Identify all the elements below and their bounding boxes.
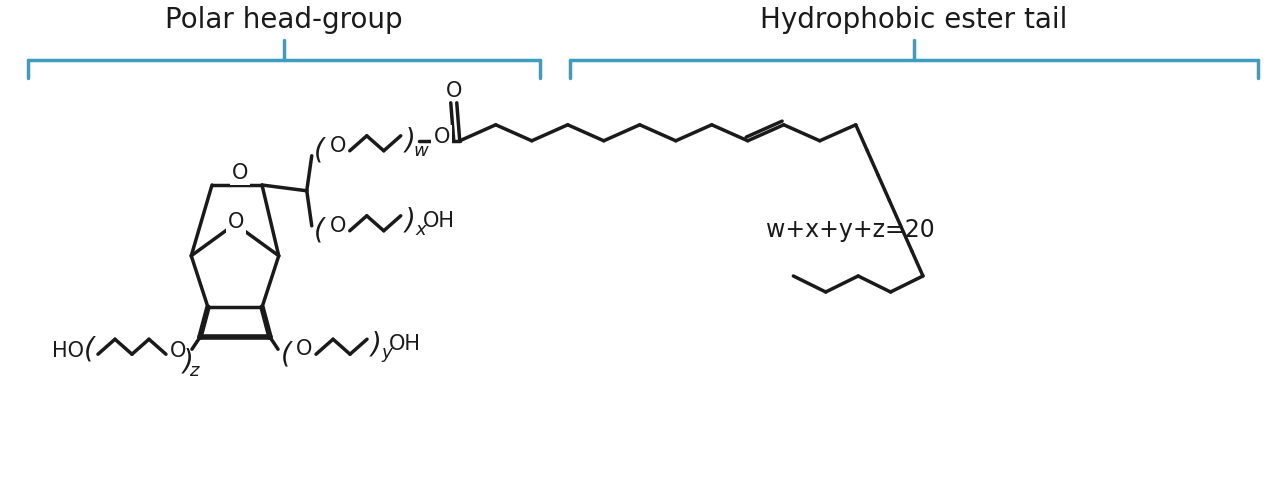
Text: O: O — [228, 212, 244, 232]
Text: O: O — [170, 341, 186, 361]
Text: OH: OH — [389, 334, 421, 354]
Text: O: O — [434, 127, 451, 147]
Text: O: O — [445, 81, 462, 101]
Text: x: x — [416, 221, 426, 239]
Text: OH: OH — [422, 211, 454, 231]
Text: O: O — [329, 216, 346, 236]
Text: HO: HO — [52, 341, 84, 361]
Text: O: O — [232, 163, 248, 183]
Text: (: ( — [280, 340, 292, 368]
Text: w+x+y+z=20: w+x+y+z=20 — [765, 218, 934, 242]
Text: O: O — [296, 339, 312, 359]
Text: Polar head-group: Polar head-group — [165, 6, 403, 34]
Text: ): ) — [404, 127, 415, 155]
Text: (: ( — [315, 137, 325, 165]
Text: w: w — [413, 142, 428, 160]
Text: ): ) — [183, 347, 193, 375]
Text: Hydrophobic ester tail: Hydrophobic ester tail — [760, 6, 1068, 34]
Text: ): ) — [404, 207, 415, 235]
Text: ): ) — [371, 330, 381, 358]
Text: y: y — [381, 344, 393, 362]
Text: (: ( — [315, 217, 325, 245]
Text: z: z — [189, 362, 198, 380]
Text: O: O — [329, 136, 346, 156]
Text: (: ( — [83, 335, 95, 363]
